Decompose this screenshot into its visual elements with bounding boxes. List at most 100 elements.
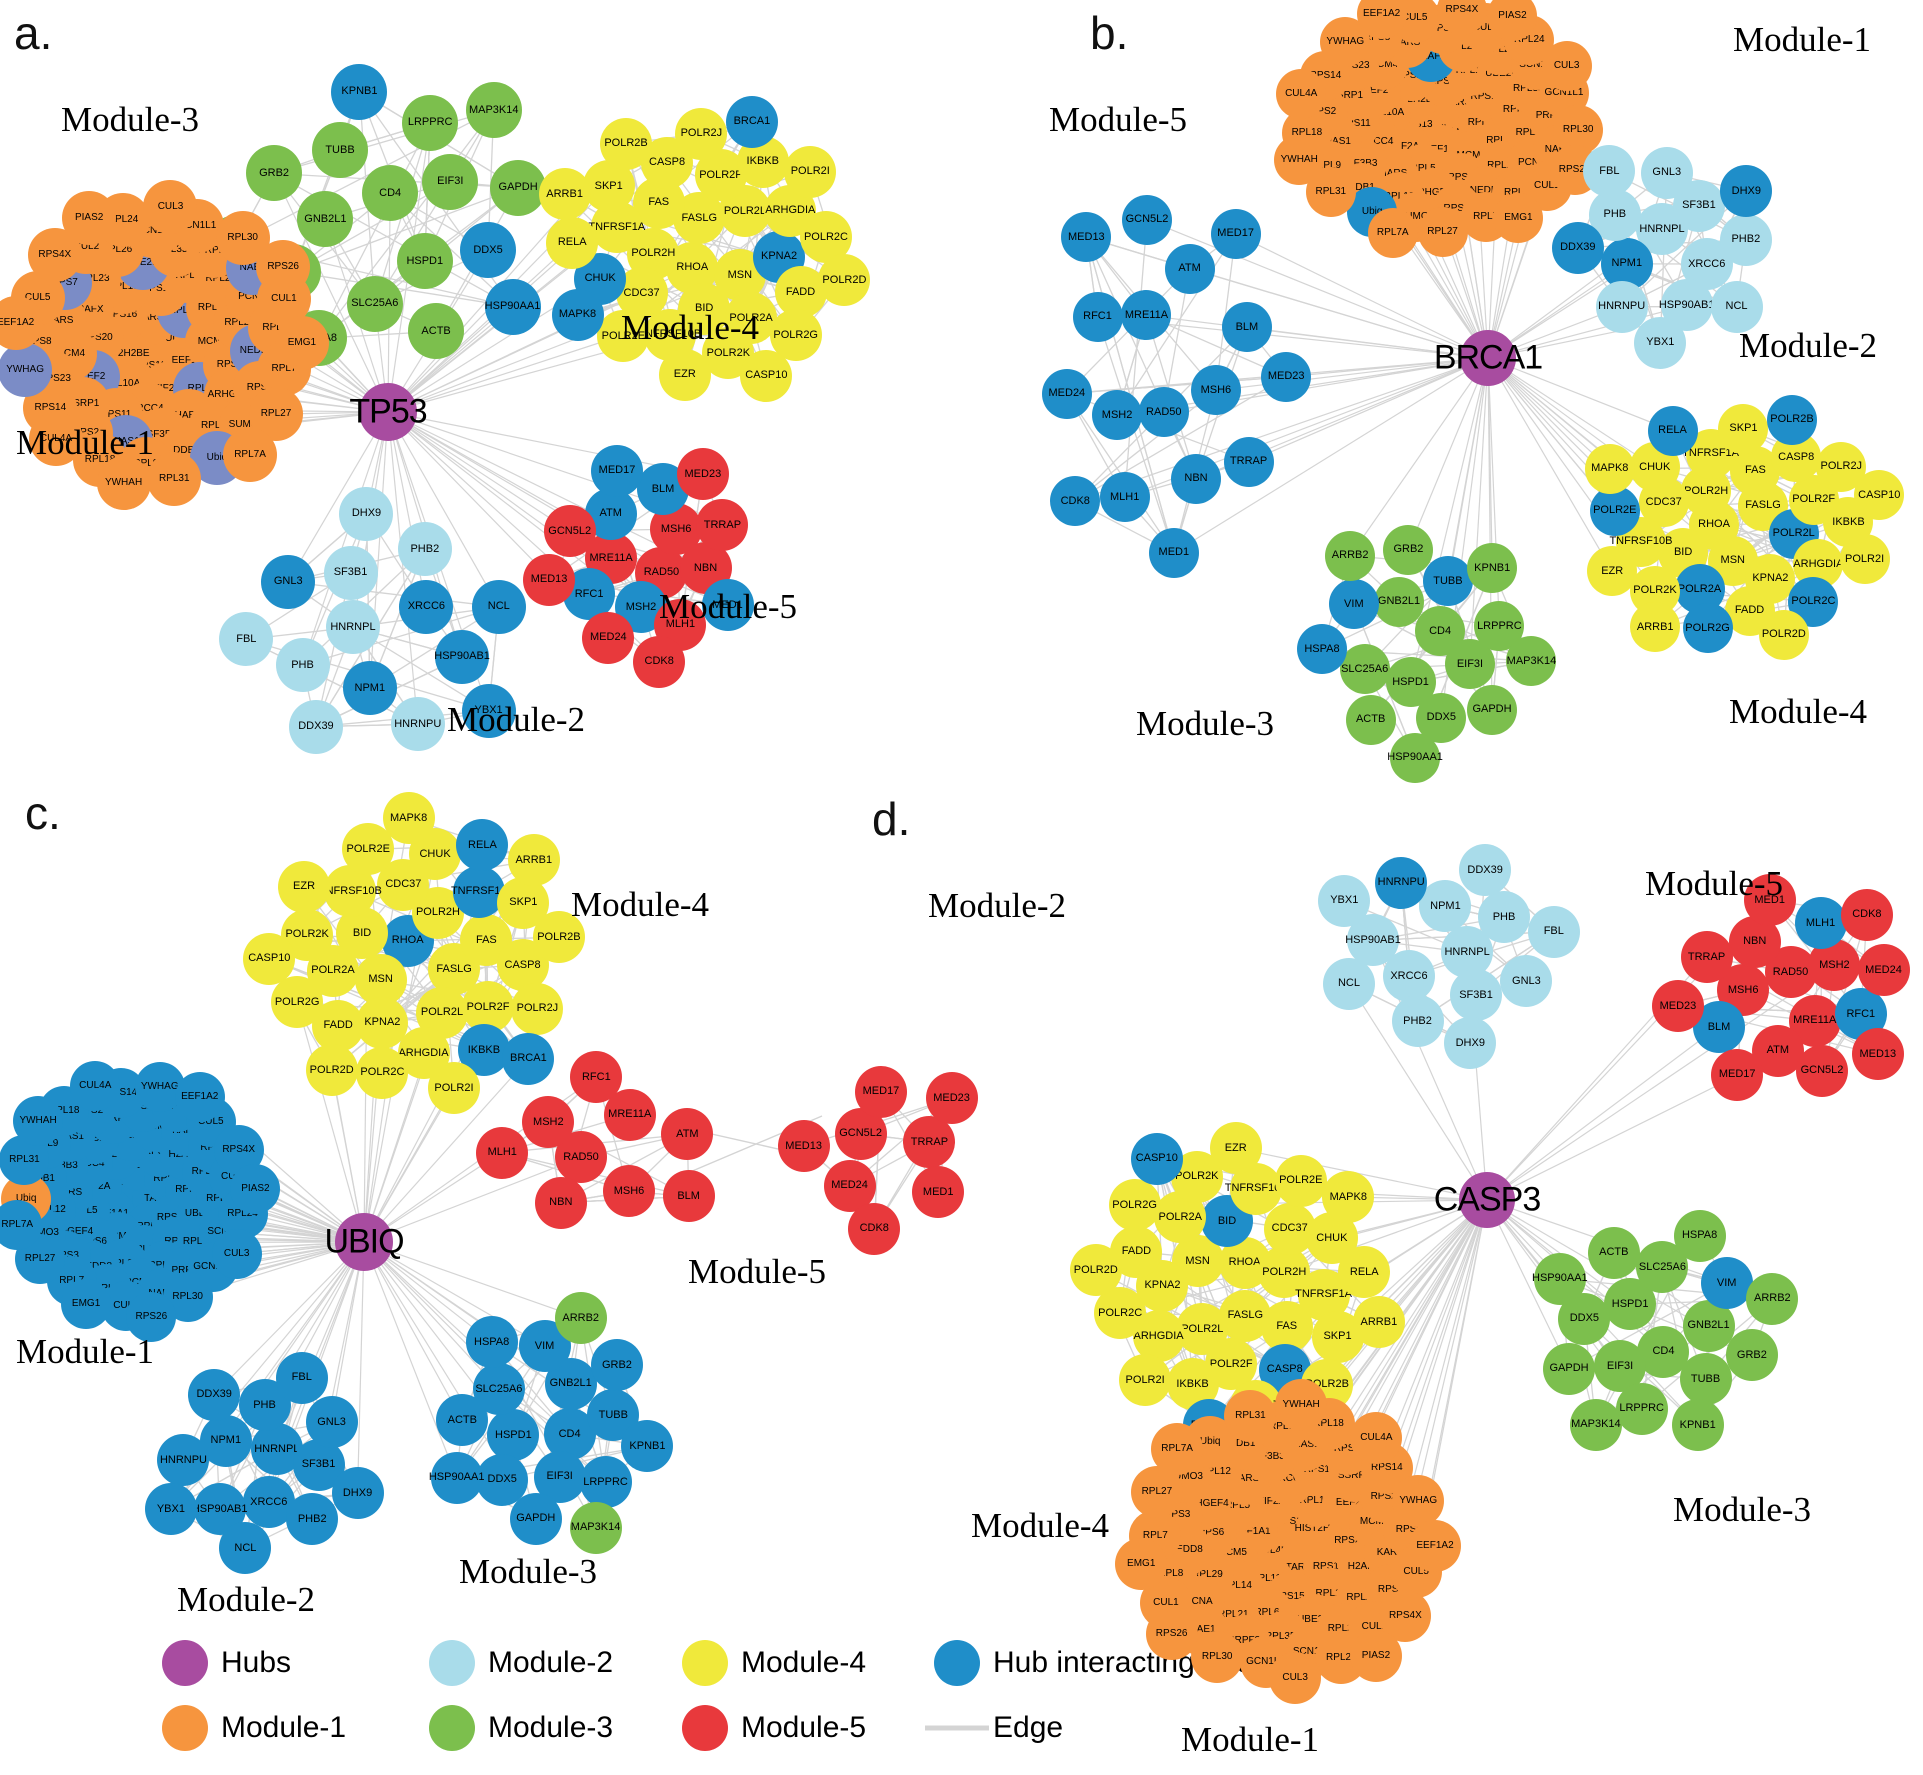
- gene-node: FBL: [1583, 145, 1636, 198]
- gene-node: MAPK8: [1322, 1171, 1375, 1224]
- gene-node: HSP90AA1: [1387, 732, 1443, 783]
- gene-node: FBL: [219, 612, 274, 667]
- gene-node: ACTB: [1587, 1226, 1640, 1279]
- gene-node: EEF1A2: [0, 295, 43, 350]
- gene-node: SLC25A6: [346, 275, 403, 332]
- gene-node: DHX9: [331, 1467, 384, 1520]
- gene-node: HSPD1: [487, 1409, 540, 1462]
- gene-node: POLR2D: [818, 254, 871, 307]
- gene-node: RFC1: [570, 1051, 623, 1104]
- gene-node: POLR2D: [1069, 1244, 1122, 1297]
- gene-node: VIM: [1700, 1257, 1753, 1310]
- hub-node-brca1: [1460, 330, 1516, 386]
- gene-node: POLR2C: [1094, 1287, 1147, 1340]
- legend-swatch-hub-interacting-node: [934, 1640, 980, 1686]
- gene-node: CUL4A: [28, 412, 83, 467]
- gene-node: RAD50: [554, 1131, 607, 1184]
- gene-node: MED1: [912, 1166, 965, 1219]
- gene-node: SF3B1: [1450, 969, 1503, 1022]
- gene-node: YWHAH: [96, 456, 151, 511]
- gene-node: GNL3: [1640, 146, 1693, 199]
- gene-node: PIAS2: [1487, 0, 1538, 42]
- gene-node: GCN5L2: [1121, 194, 1172, 245]
- gene-node: HSPD1: [396, 233, 453, 290]
- gene-node: CDK8: [1840, 888, 1893, 941]
- gene-node: MED17: [854, 1065, 907, 1118]
- gene-node: POLR2D: [305, 1044, 358, 1097]
- gene-node: PHB2: [286, 1493, 339, 1546]
- gene-node: MSH6: [1190, 365, 1241, 416]
- gene-node: PHB2: [1391, 995, 1444, 1048]
- panel-d-letter: d.: [872, 793, 911, 845]
- gene-node: MED1: [1743, 874, 1796, 927]
- module-label-a-module-4: Module-4: [620, 308, 760, 347]
- gene-node: NCL: [471, 579, 526, 634]
- gene-node: MAP3K14: [1569, 1398, 1622, 1451]
- gene-node: BRCA1: [725, 95, 778, 148]
- gene-node: HSP90AA1: [1532, 1252, 1588, 1305]
- gene-node: KPNB1: [1671, 1399, 1724, 1452]
- gene-node: RPS26: [256, 240, 311, 295]
- gene-node: CUL3: [1269, 1651, 1322, 1704]
- gene-node: CUL4A: [1276, 69, 1327, 120]
- gene-node: MED23: [925, 1072, 978, 1125]
- gene-node: POLR2B: [600, 117, 653, 170]
- gene-node: EEF1A2: [1409, 1519, 1462, 1572]
- legend-label: Module-5: [741, 1711, 867, 1744]
- gene-node: ATM: [1164, 243, 1215, 294]
- gene-node: RELA: [546, 216, 599, 269]
- gene-node: POLR2C: [1788, 576, 1839, 627]
- module-label-d-module-5: Module-5: [1644, 864, 1784, 903]
- gene-node: MAP3K14: [569, 1501, 622, 1554]
- gene-node: ATM: [661, 1108, 714, 1161]
- gene-node: MED23: [1261, 351, 1312, 402]
- gene-node: POLR2D: [1758, 609, 1809, 660]
- panel-c-letter: c.: [25, 787, 61, 839]
- gene-node: HSP90AA1: [484, 278, 541, 335]
- gene-node: ARRB2: [1746, 1272, 1799, 1325]
- module-label-c-module-4: Module-4: [570, 885, 710, 924]
- gene-node: CASP10: [740, 349, 793, 402]
- gene-node: CASP10: [1854, 470, 1905, 521]
- gene-node: POLR2L: [1176, 1303, 1229, 1356]
- gene-node: POLR2B: [532, 911, 585, 964]
- gene-node: GAPDH: [509, 1492, 562, 1545]
- gene-node: RPS26: [126, 1291, 177, 1342]
- module-label-a-module-3: Module-3: [60, 100, 200, 139]
- module-label-b-module-5: Module-5: [1048, 100, 1188, 139]
- gene-node: MED17: [1210, 208, 1261, 259]
- gene-node: PIAS2: [62, 191, 117, 246]
- gene-node: HNRNPU: [1595, 280, 1648, 333]
- gene-node: HSP90AB1: [434, 629, 490, 684]
- gene-node: EMG1: [274, 315, 329, 370]
- gene-node: ACTB: [1345, 694, 1396, 745]
- gene-node: FBL: [275, 1351, 328, 1404]
- gene-node: MSH2: [522, 1096, 575, 1148]
- gene-node: POLR2A: [725, 292, 778, 345]
- module-label-d-module-1: Module-1: [1180, 1720, 1320, 1759]
- gene-node: RPL31: [147, 451, 202, 506]
- gene-node: EMG1: [1493, 192, 1544, 243]
- gene-node: MAPK8: [382, 792, 435, 845]
- gene-node: POLR2I: [1839, 534, 1890, 585]
- module-label-b-module-4: Module-4: [1728, 692, 1868, 731]
- gene-node: YWHAG: [1392, 1475, 1445, 1528]
- gene-node: NPM1: [342, 661, 397, 716]
- gene-node: EZR: [1587, 546, 1638, 597]
- gene-node: RPL7A: [0, 1200, 43, 1251]
- legend-swatch-module-3: [429, 1705, 475, 1751]
- gene-node: ARRB1: [538, 168, 591, 221]
- gene-node: ATM: [584, 487, 637, 540]
- gene-node: MED13: [523, 553, 576, 606]
- gene-node: YWHAH: [1274, 135, 1325, 186]
- gene-node: POLR2G: [271, 976, 324, 1029]
- module-label-d-module-4: Module-4: [970, 1506, 1110, 1545]
- module-label-b-module-1: Module-1: [1732, 20, 1872, 59]
- gene-node: KPNB1: [331, 63, 388, 120]
- gene-node: MAPK8: [551, 288, 604, 341]
- legend-label: Hubs: [221, 1646, 292, 1679]
- gene-node: LRPPRC: [1615, 1382, 1668, 1435]
- gene-node: ARRB2: [554, 1292, 607, 1345]
- legend-label: Module-2: [488, 1646, 614, 1679]
- module-label-b-module-3: Module-3: [1135, 704, 1275, 743]
